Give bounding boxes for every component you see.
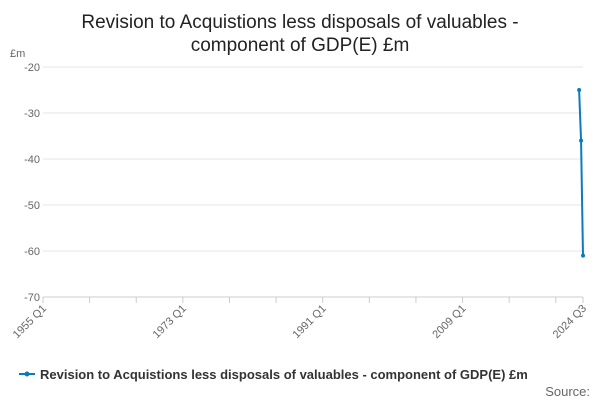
legend-label: Revision to Acquistions less disposals o… — [40, 367, 528, 382]
legend-point-marker — [24, 371, 30, 377]
y-axis-ticks: -20 -30 -40 -50 -60 -70 — [24, 62, 40, 304]
x-axis-ticks: 1955 Q1 1973 Q1 1991 Q1 2009 Q1 2024 Q3 — [11, 297, 589, 341]
y-tick-label: -40 — [24, 154, 40, 166]
y-tick-label: -20 — [24, 62, 40, 74]
x-tick-label: 2009 Q1 — [430, 303, 468, 341]
y-tick-label: -30 — [24, 108, 40, 120]
x-tick-label: 1955 Q1 — [11, 303, 49, 341]
x-tick-label: 2024 Q3 — [551, 303, 589, 341]
legend[interactable]: Revision to Acquistions less disposals o… — [19, 367, 528, 382]
x-tick-label: 1973 Q1 — [151, 303, 189, 341]
series-layer — [577, 88, 585, 258]
source-label: Source: — [545, 384, 590, 399]
chart-title-line-2: component of GDP(E) £m — [191, 35, 410, 56]
chart-title-line-1: Revision to Acquistions less disposals o… — [81, 12, 518, 33]
data-point[interactable] — [581, 253, 585, 258]
data-point[interactable] — [577, 88, 582, 92]
y-tick-label: -50 — [24, 200, 40, 212]
gridlines — [43, 66, 583, 252]
y-tick-label: -70 — [24, 292, 40, 304]
y-axis-unit: £m — [10, 48, 25, 60]
x-tick-label: 1991 Q1 — [291, 303, 329, 341]
data-point[interactable] — [579, 138, 584, 143]
series-line — [578, 89, 584, 256]
y-tick-label: -60 — [24, 246, 40, 258]
